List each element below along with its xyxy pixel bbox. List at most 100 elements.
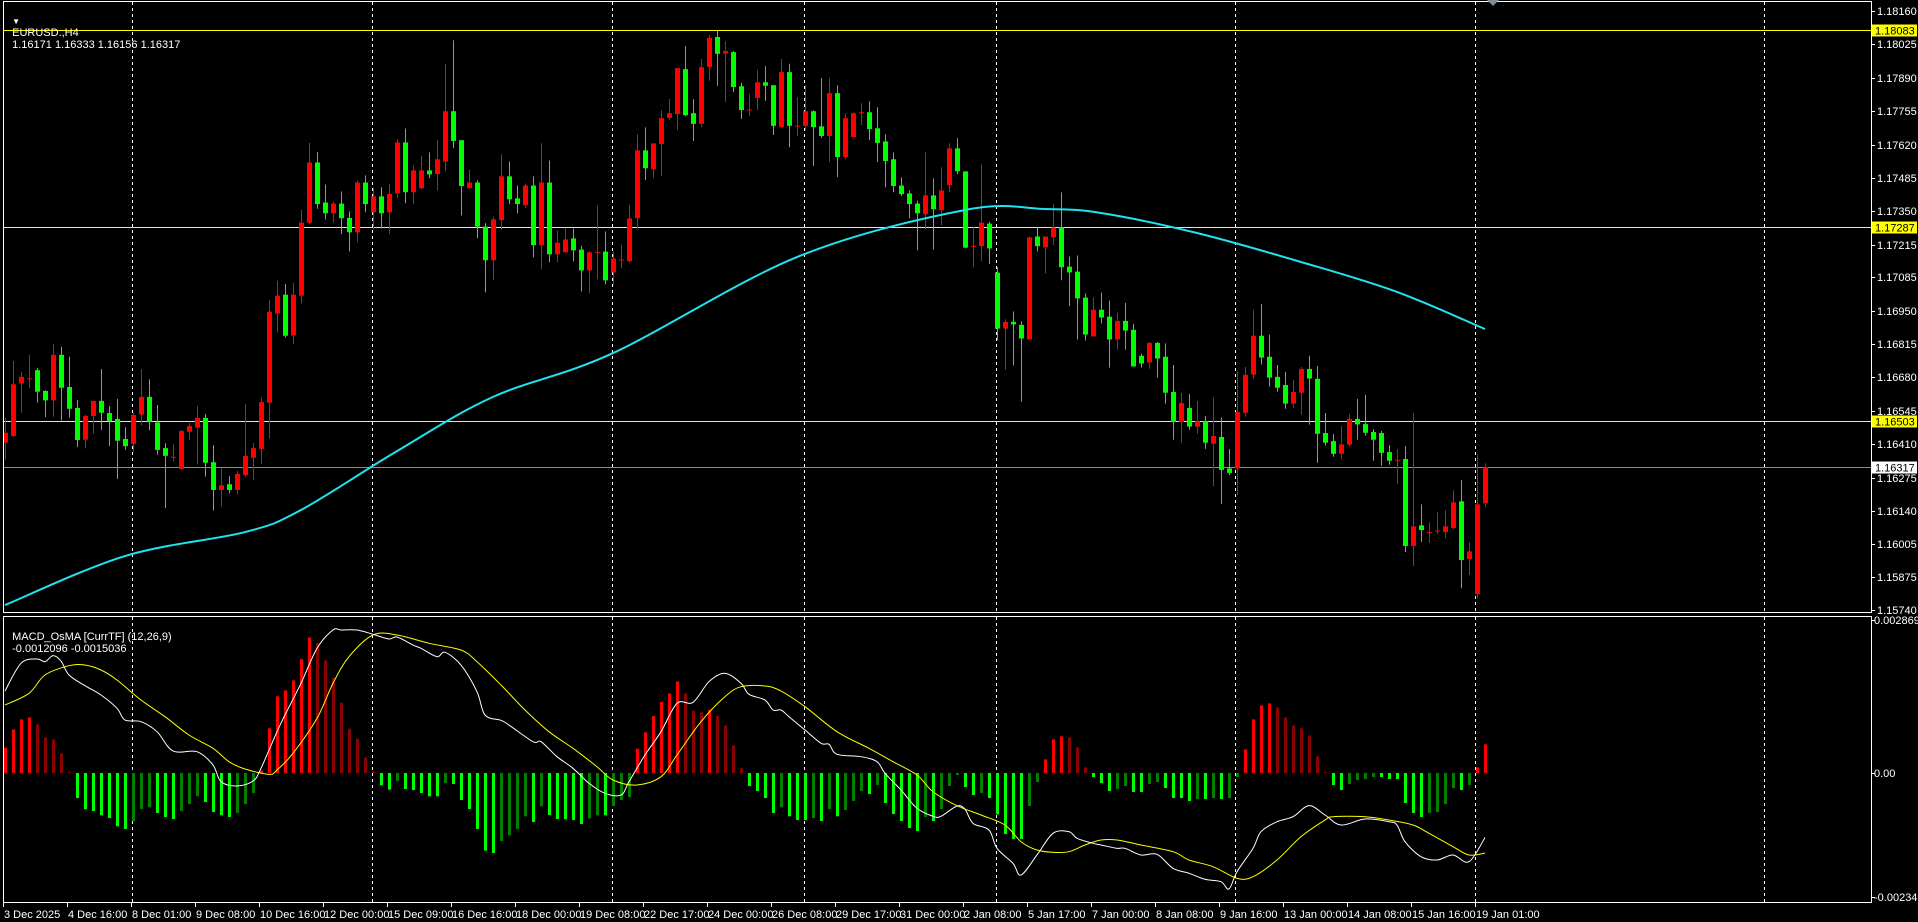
candle-body [219, 485, 224, 490]
candle-body [1411, 526, 1416, 546]
candle-body [91, 400, 96, 416]
time-tick-label: 16 Dec 16:00 [452, 909, 517, 921]
candle [1187, 393, 1192, 430]
indicator-panel-frame [3, 616, 1872, 903]
candle-body [779, 72, 784, 128]
candle-body [707, 37, 712, 67]
candle-body [523, 185, 528, 206]
osma-bar [420, 773, 423, 793]
candle-body [115, 418, 120, 441]
candle [499, 154, 504, 230]
osma-bar [1404, 773, 1407, 804]
candle-body [579, 249, 584, 271]
candle-body [1379, 433, 1384, 453]
candle [1299, 366, 1304, 415]
candle-body [331, 203, 336, 214]
time-tick-label: 10 Dec 16:00 [260, 909, 325, 921]
candle [891, 152, 896, 193]
osma-bar [532, 773, 535, 822]
candle [491, 216, 496, 281]
osma-bar [1236, 773, 1239, 777]
candle [1227, 449, 1232, 476]
candle-body [907, 193, 912, 205]
osma-bar [108, 773, 111, 818]
osma-bar [932, 773, 935, 821]
candle [171, 444, 176, 462]
candle [43, 390, 48, 417]
candle [107, 406, 112, 447]
level-price-label-box [1872, 221, 1917, 234]
candle-body [51, 354, 56, 401]
candle [1315, 365, 1320, 463]
candle-body [1083, 297, 1088, 335]
candle [1339, 426, 1344, 459]
candle [803, 85, 808, 131]
osma-bar [28, 717, 31, 773]
osma-bar [292, 680, 295, 773]
candle [579, 245, 584, 292]
candle-body [1227, 468, 1232, 473]
candle [1259, 303, 1264, 365]
osma-bar [404, 773, 407, 789]
osma-bar [380, 773, 383, 786]
horizontal-levels[interactable] [4, 30, 1871, 468]
osma-bar [212, 773, 215, 812]
candle-body [835, 93, 840, 158]
osma-bar [460, 773, 463, 800]
candle-body [27, 378, 32, 380]
candle-body [371, 196, 376, 213]
osma-bar [548, 773, 551, 816]
candle-body [763, 82, 768, 86]
osma-bar [340, 702, 343, 773]
candle [707, 35, 712, 81]
candle-body [1363, 424, 1368, 433]
osma-bar [492, 773, 495, 853]
osma-bar [916, 773, 919, 831]
candle-body [307, 162, 312, 223]
candle [571, 228, 576, 262]
candle [699, 59, 704, 128]
candle-body [1435, 530, 1440, 532]
osma-bar [500, 773, 503, 841]
symbol-header[interactable]: ▼ EURUSD.,H4 1.16171 1.16333 1.16156 1.1… [6, 3, 180, 51]
candle [1059, 192, 1064, 281]
osma-bar [1124, 773, 1127, 787]
candle [843, 113, 848, 160]
osma-bar [1220, 773, 1223, 800]
candle-body [411, 170, 416, 193]
candle [1123, 302, 1128, 350]
time-tick-label: 26 Dec 08:00 [772, 909, 837, 921]
candle [587, 251, 592, 294]
candle-body [1091, 309, 1096, 337]
candle [779, 59, 784, 129]
candle [1403, 446, 1408, 553]
indicator-header: MACD_OsMA [CurrTF] (12,26,9) -0.0012096 … [6, 619, 172, 655]
osma-bar [1364, 773, 1367, 780]
time-tick-label: 9 Dec 08:00 [196, 909, 255, 921]
candle [867, 101, 872, 140]
candle-body [867, 112, 872, 130]
osma-bar [604, 773, 607, 816]
current-price-label-box [1872, 461, 1917, 474]
osma-bar [12, 729, 15, 773]
candle-body [59, 354, 64, 388]
candle [275, 280, 280, 333]
osma-bar [1268, 703, 1271, 773]
candle-body [235, 473, 240, 490]
candle [611, 251, 616, 286]
candle [1091, 297, 1096, 337]
candle [1203, 415, 1208, 449]
triangle-down-icon[interactable]: ▼ [12, 17, 21, 26]
osma-bar [220, 773, 223, 816]
candle-body [1067, 266, 1072, 273]
candle [331, 201, 336, 223]
candle [667, 99, 672, 120]
shift-marker-icon[interactable] [1487, 0, 1499, 6]
osma-bar [820, 773, 823, 821]
candle [443, 63, 448, 172]
candle-body [627, 218, 632, 262]
osma-bar [588, 773, 591, 819]
indicator-axis: 0.0028694 0.00 -0.0023498 [1871, 615, 1918, 904]
osma-bar [1292, 725, 1295, 773]
